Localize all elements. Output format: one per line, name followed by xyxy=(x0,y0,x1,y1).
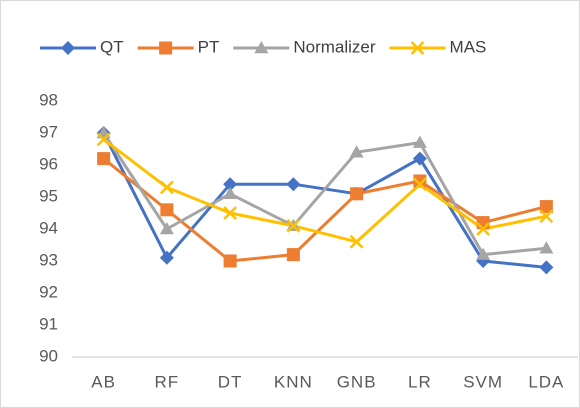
marker xyxy=(286,177,301,192)
y-tick-label: 94 xyxy=(39,218,58,237)
marker xyxy=(349,234,364,249)
legend-label: Normalizer xyxy=(293,37,376,56)
y-tick-label: 90 xyxy=(39,346,58,365)
marker xyxy=(476,247,491,260)
marker xyxy=(476,216,490,230)
y-tick-label: 98 xyxy=(39,90,58,109)
series-line xyxy=(102,132,547,257)
x-tick-label: SVM xyxy=(463,372,503,391)
legend-label: PT xyxy=(198,37,220,56)
marker xyxy=(160,203,174,217)
x-tick-label: DT xyxy=(218,372,243,391)
marker xyxy=(223,254,237,268)
marker xyxy=(61,41,75,55)
marker xyxy=(539,241,554,254)
y-tick-label: 95 xyxy=(39,186,58,205)
x-tick-label: LR xyxy=(408,372,432,391)
marker xyxy=(476,222,491,236)
marker xyxy=(539,260,554,275)
x-tick-label: AB xyxy=(91,372,116,391)
x-tick-label: KNN xyxy=(274,372,313,391)
marker xyxy=(223,206,238,220)
marker xyxy=(350,187,364,201)
x-tick-label: GNB xyxy=(337,372,377,391)
x-tick-label: LDA xyxy=(528,372,564,391)
y-tick-label: 93 xyxy=(39,250,58,269)
x-tick-label: RF xyxy=(155,372,180,391)
marker xyxy=(286,248,300,262)
marker xyxy=(223,186,238,200)
marker xyxy=(286,218,301,233)
y-tick-label: 91 xyxy=(39,314,58,333)
marker xyxy=(412,151,427,166)
marker xyxy=(159,180,174,195)
legend: QT PT Normalizer MAS xyxy=(40,37,486,56)
legend-label: QT xyxy=(100,37,124,56)
marker xyxy=(254,41,269,54)
marker xyxy=(349,145,364,158)
marker xyxy=(539,200,553,214)
marker xyxy=(159,41,173,55)
y-tick-label: 96 xyxy=(39,154,58,173)
marker xyxy=(96,132,111,147)
marker xyxy=(412,135,427,148)
y-tick-label: 97 xyxy=(39,122,58,141)
series-line xyxy=(102,157,547,263)
marker xyxy=(412,177,427,192)
series-line xyxy=(102,138,547,244)
marker xyxy=(410,41,425,55)
y-tick-label: 92 xyxy=(39,282,58,301)
marker xyxy=(413,174,427,188)
marker xyxy=(97,152,111,166)
legend-label: MAS xyxy=(450,37,487,56)
marker xyxy=(223,177,238,192)
marker xyxy=(539,209,554,224)
marker xyxy=(159,222,174,235)
marker xyxy=(159,250,174,265)
